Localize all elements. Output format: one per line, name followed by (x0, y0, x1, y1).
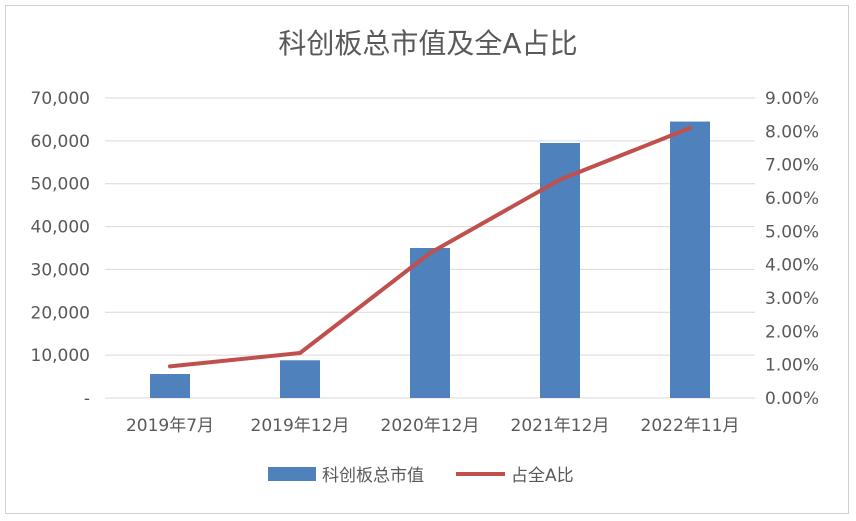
bar (280, 360, 320, 398)
y-left-tick-label: 30,000 (31, 260, 90, 280)
y-right-tick-label: 2.00% (765, 322, 819, 342)
y-left-tick-label: 70,000 (31, 89, 90, 109)
bar (670, 121, 710, 399)
line-point (558, 177, 562, 182)
chart-title: 科创板总市值及全A占比 (278, 27, 577, 60)
x-tick-label: 2022年11月 (641, 416, 740, 436)
y-left-tick-label: - (84, 389, 90, 409)
y-left-tick-label: 20,000 (31, 303, 90, 323)
bar-series (150, 121, 710, 399)
y-right-tick-label: 6.00% (765, 189, 819, 209)
line-point (428, 251, 432, 255)
y-right-tick-label: 4.00% (765, 256, 819, 276)
legend-bar-swatch (268, 467, 316, 481)
y-axis-right: 0.00% 1.00% 2.00% 3.00% 4.00% 5.00% 6.00% 7.00%… (765, 89, 819, 409)
y-right-tick-label: 5.00% (765, 222, 819, 242)
x-tick-label: 2019年12月 (251, 416, 350, 436)
y-right-tick-label: 7.00% (765, 156, 819, 176)
x-tick-label: 2021年12月 (511, 416, 610, 436)
x-axis: 2019年7月 2019年12月 2020年12月 2021年12月 2022年11月 (126, 416, 740, 436)
y-right-tick-label: 8.00% (765, 122, 819, 142)
y-right-tick-label: 9.00% (765, 89, 819, 109)
y-left-tick-label: 10,000 (31, 346, 90, 366)
line-point (298, 351, 302, 355)
y-axis-left: - 10,000 20,000 30,000 40,000 50,000 60,000 70,… (31, 89, 90, 409)
x-tick-label: 2019年7月 (126, 416, 214, 436)
y-left-tick-label: 50,000 (31, 175, 90, 195)
y-right-tick-label: 0.00% (765, 389, 819, 409)
bar (150, 374, 190, 398)
y-left-tick-label: 40,000 (31, 218, 90, 238)
y-right-tick-label: 3.00% (765, 289, 819, 309)
gridlines (105, 97, 755, 399)
line-point (168, 364, 172, 369)
legend: 科创板总市值 占全A比 (268, 466, 574, 486)
y-right-tick-label: 1.00% (765, 356, 819, 376)
line-series (168, 126, 692, 369)
x-tick-label: 2020年12月 (381, 416, 480, 436)
legend-bar-label: 科创板总市值 (322, 466, 424, 486)
line-point (688, 126, 692, 130)
bar (410, 248, 450, 398)
y-left-tick-label: 60,000 (31, 132, 90, 152)
legend-line-label: 占全A比 (511, 466, 574, 486)
